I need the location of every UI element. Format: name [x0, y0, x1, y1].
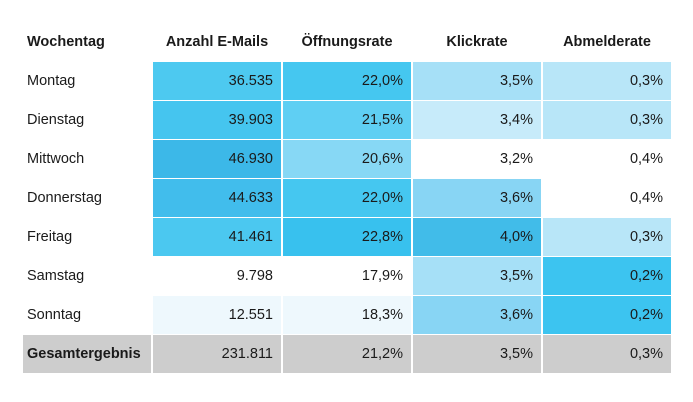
table-body: Montag 36.535 22,0% 3,5% 0,3% Dienstag 3… [23, 62, 673, 374]
cell-unsubscribe-rate: 0,3% [543, 218, 673, 257]
cell-click-rate: 3,6% [413, 296, 543, 335]
cell-weekday: Mittwoch [23, 140, 153, 179]
cell-email-count: 39.903 [153, 101, 283, 140]
cell-open-rate: 17,9% [283, 257, 413, 296]
weekday-email-stats-table: Wochentag Anzahl E-Mails Öffnungsrate Kl… [23, 23, 673, 374]
cell-email-count: 9.798 [153, 257, 283, 296]
cell-open-rate: 22,0% [283, 179, 413, 218]
header-email-count: Anzahl E-Mails [153, 23, 283, 62]
table-header: Wochentag Anzahl E-Mails Öffnungsrate Kl… [23, 23, 673, 62]
cell-email-count: 41.461 [153, 218, 283, 257]
cell-weekday: Dienstag [23, 101, 153, 140]
cell-weekday: Montag [23, 62, 153, 101]
cell-click-rate: 4,0% [413, 218, 543, 257]
cell-unsubscribe-rate: 0,4% [543, 179, 673, 218]
cell-unsubscribe-rate: 0,2% [543, 296, 673, 335]
cell-email-count: 12.551 [153, 296, 283, 335]
cell-email-count: 36.535 [153, 62, 283, 101]
cell-total-click-rate: 3,5% [413, 335, 543, 374]
header-open-rate: Öffnungsrate [283, 23, 413, 62]
table-row: Mittwoch 46.930 20,6% 3,2% 0,4% [23, 140, 673, 179]
cell-open-rate: 22,0% [283, 62, 413, 101]
cell-click-rate: 3,5% [413, 62, 543, 101]
cell-total-open-rate: 21,2% [283, 335, 413, 374]
table-row: Freitag 41.461 22,8% 4,0% 0,3% [23, 218, 673, 257]
table-row: Samstag 9.798 17,9% 3,5% 0,2% [23, 257, 673, 296]
total-row: Gesamtergebnis 231.811 21,2% 3,5% 0,3% [23, 335, 673, 374]
cell-weekday: Sonntag [23, 296, 153, 335]
cell-click-rate: 3,4% [413, 101, 543, 140]
header-click-rate: Klickrate [413, 23, 543, 62]
cell-weekday: Donnerstag [23, 179, 153, 218]
cell-click-rate: 3,5% [413, 257, 543, 296]
cell-open-rate: 22,8% [283, 218, 413, 257]
cell-weekday: Freitag [23, 218, 153, 257]
cell-unsubscribe-rate: 0,3% [543, 101, 673, 140]
cell-email-count: 44.633 [153, 179, 283, 218]
cell-click-rate: 3,2% [413, 140, 543, 179]
table-row: Sonntag 12.551 18,3% 3,6% 0,2% [23, 296, 673, 335]
header-row: Wochentag Anzahl E-Mails Öffnungsrate Kl… [23, 23, 673, 62]
cell-email-count: 46.930 [153, 140, 283, 179]
table-row: Donnerstag 44.633 22,0% 3,6% 0,4% [23, 179, 673, 218]
header-unsubscribe-rate: Abmelderate [543, 23, 673, 62]
cell-total-unsubscribe-rate: 0,3% [543, 335, 673, 374]
cell-total-email-count: 231.811 [153, 335, 283, 374]
cell-unsubscribe-rate: 0,3% [543, 62, 673, 101]
cell-open-rate: 18,3% [283, 296, 413, 335]
header-weekday: Wochentag [23, 23, 153, 62]
table-row: Montag 36.535 22,0% 3,5% 0,3% [23, 62, 673, 101]
cell-open-rate: 20,6% [283, 140, 413, 179]
cell-unsubscribe-rate: 0,4% [543, 140, 673, 179]
cell-click-rate: 3,6% [413, 179, 543, 218]
cell-unsubscribe-rate: 0,2% [543, 257, 673, 296]
cell-total-label: Gesamtergebnis [23, 335, 153, 374]
cell-weekday: Samstag [23, 257, 153, 296]
table-row: Dienstag 39.903 21,5% 3,4% 0,3% [23, 101, 673, 140]
cell-open-rate: 21,5% [283, 101, 413, 140]
